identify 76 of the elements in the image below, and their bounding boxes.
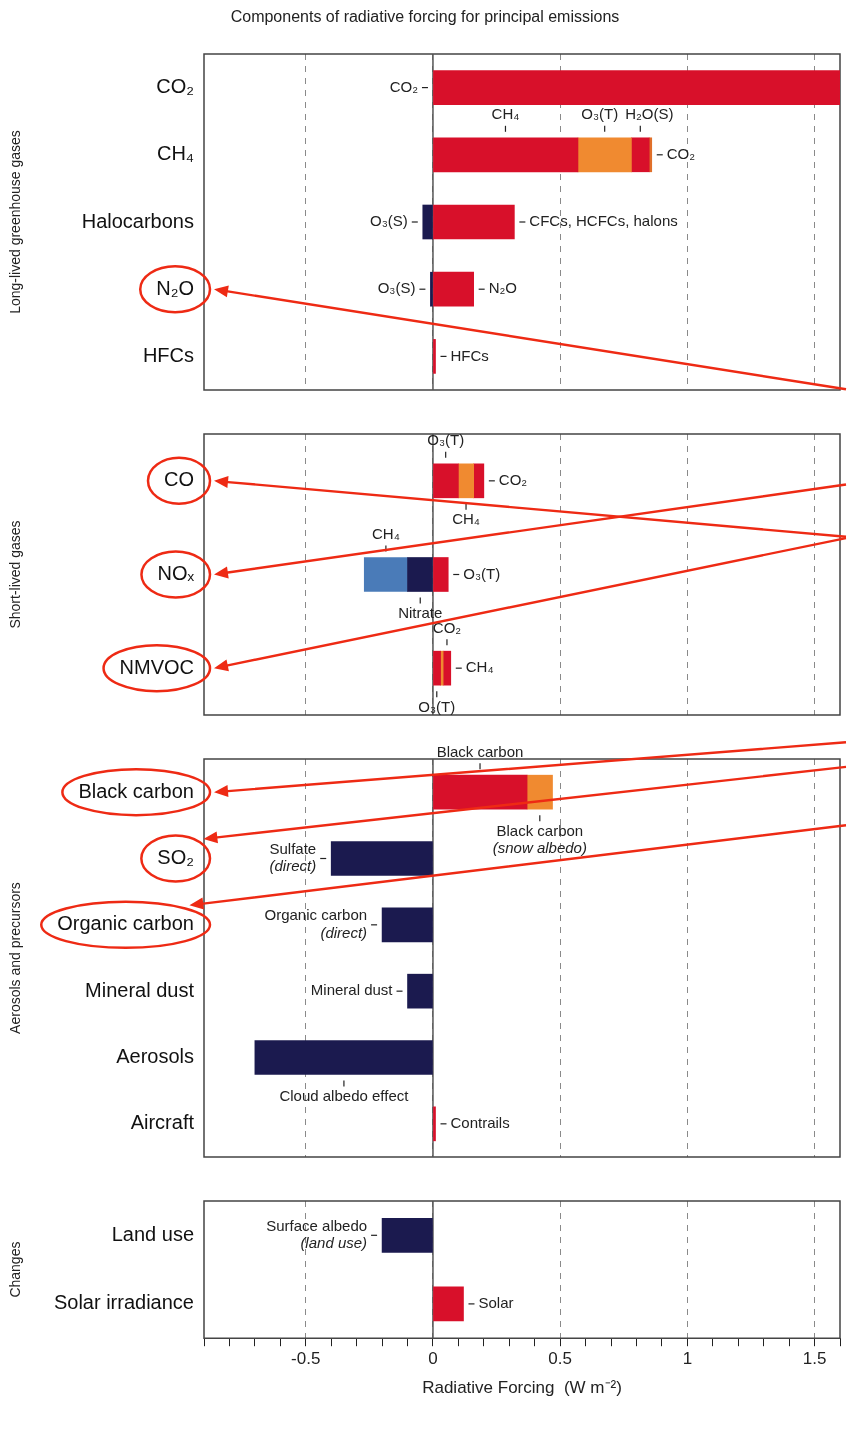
annotation: O₃(T) <box>463 564 501 582</box>
y-tick-label: CO₂ <box>156 75 194 98</box>
annotation: Surface albedo (land use) <box>266 1216 368 1251</box>
annotation: CFCs, HCFCs, halons <box>529 212 678 230</box>
bar <box>433 339 436 374</box>
annotation: Sulfate (direct) <box>269 840 317 875</box>
y-tick-label: SO₂ <box>157 846 194 869</box>
bar <box>433 1106 436 1142</box>
bar <box>430 271 433 307</box>
bar <box>433 774 528 810</box>
annotation: N₂O <box>488 279 517 297</box>
y-tick-label: Aircraft <box>130 1111 195 1134</box>
annotation: CH₄ <box>372 525 400 543</box>
bar <box>458 463 474 499</box>
annotation: Black carbon (snow albedo) <box>492 821 587 856</box>
annotation: CH₄ <box>465 658 494 676</box>
y-tick-label: HFCs <box>142 343 194 366</box>
x-tick-label: 1 <box>682 1349 693 1369</box>
annotation: CO₂ <box>498 470 528 488</box>
y-axis-title: Aerosols and precursors <box>7 882 24 1034</box>
bar <box>363 557 408 592</box>
y-tick-label: Solar irradiance <box>53 1291 194 1314</box>
annotation: CO₂ <box>666 144 696 162</box>
y-axis-title: Short-lived gases <box>7 520 24 629</box>
bar <box>433 271 474 307</box>
bar <box>407 557 433 592</box>
bar <box>631 137 650 173</box>
bar <box>330 841 433 876</box>
bar <box>526 774 553 810</box>
y-tick-label: Aerosols <box>116 1045 194 1068</box>
y-tick-label: Black carbon <box>78 779 194 802</box>
x-tick-label: 0.5 <box>548 1349 572 1369</box>
bar <box>433 204 515 240</box>
bar <box>433 137 579 173</box>
bar <box>473 463 485 499</box>
bar <box>433 70 840 105</box>
annotation: Black carbon <box>436 742 524 760</box>
annotation: O₃(S) <box>370 212 408 230</box>
bar <box>577 137 632 173</box>
y-tick-label: CH₄ <box>156 142 194 165</box>
bar <box>381 907 433 943</box>
annotation: HFCs <box>450 346 489 364</box>
x-tick-label: -0.5 <box>291 1349 321 1369</box>
y-tick-label: Land use <box>111 1222 194 1245</box>
y-tick-label: Organic carbon <box>57 912 194 935</box>
y-tick-label: CO <box>164 468 194 491</box>
annotation: H₂O(S) <box>625 105 674 123</box>
x-axis-title: Radiative Forcing (W m⁻²) <box>422 1378 622 1398</box>
y-tick-label: Mineral dust <box>85 978 195 1001</box>
bar <box>254 1040 433 1075</box>
bar <box>422 204 433 240</box>
annotation: CH₄ <box>452 510 480 528</box>
x-tick-label: 1.5 <box>802 1349 827 1369</box>
y-tick-label: N₂O <box>156 276 194 299</box>
bar <box>442 650 452 686</box>
y-axis-title: Long-lived greenhouse gases <box>7 130 24 314</box>
x-tick-label: 0 <box>428 1349 438 1369</box>
annotation: Contrails <box>450 1113 510 1131</box>
annotation: Solar <box>478 1294 514 1312</box>
y-tick-label: Halocarbons <box>81 209 194 232</box>
y-tick-label: NOₓ <box>157 562 195 585</box>
bar <box>433 557 449 592</box>
bar <box>433 650 441 686</box>
annotation: Cloud albedo effect <box>279 1087 410 1105</box>
annotation: Mineral dust <box>310 981 394 999</box>
annotation: O₃(S) <box>377 279 416 297</box>
annotation: CH₄ <box>491 105 520 123</box>
y-tick-label: NMVOC <box>119 655 194 678</box>
annotation: O₃(T) <box>581 105 619 123</box>
annotation: CO₂ <box>389 77 419 95</box>
annotation: Organic carbon (direct) <box>264 906 368 941</box>
chart-title: Components of radiative forcing for principal emissions <box>229 7 621 27</box>
annotation: CO₂ <box>432 618 462 636</box>
y-axis-title: Changes <box>7 1241 24 1298</box>
bar <box>407 973 433 1009</box>
bar <box>433 463 459 499</box>
